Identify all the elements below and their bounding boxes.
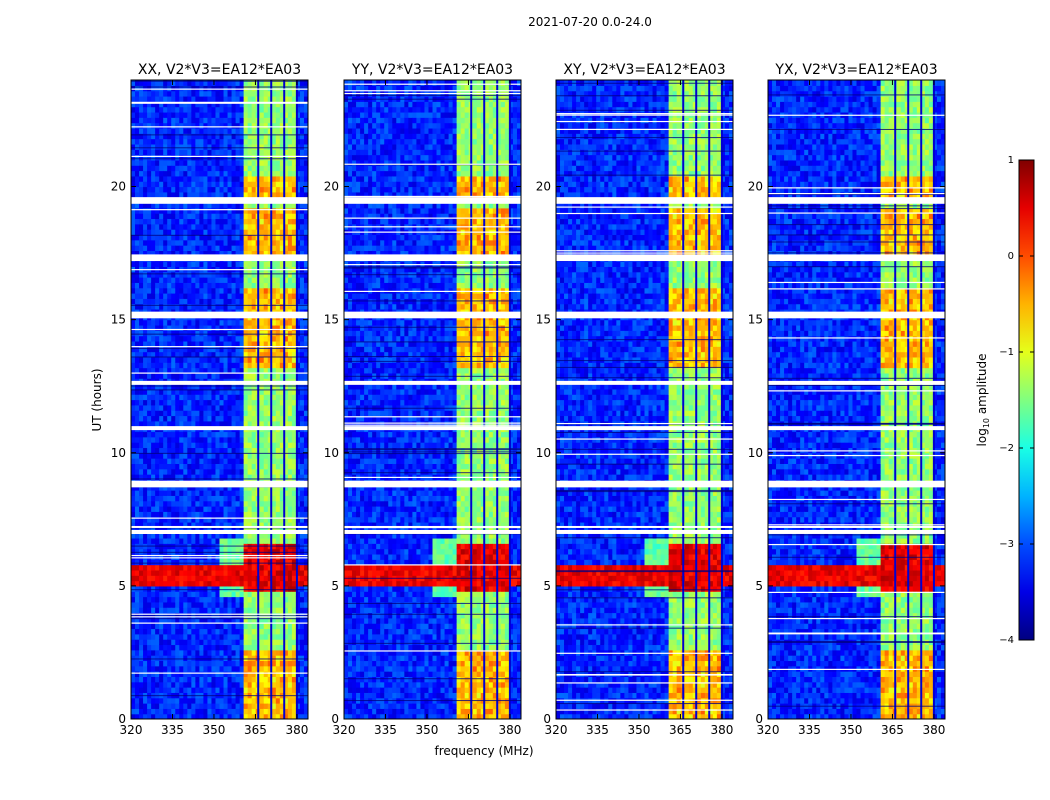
y-tick-label: 0 — [118, 712, 126, 726]
colorbar-tick-label: −2 — [999, 443, 1014, 454]
figure-title: 2021-07-20 0.0-24.0 — [528, 15, 652, 29]
panel-title: XX, V2*V3=EA12*EA03 — [138, 62, 301, 78]
colorbar-tick-label: 0 — [1008, 251, 1014, 262]
y-tick-label: 10 — [324, 446, 339, 460]
colorbar-tick-label: −1 — [999, 347, 1014, 358]
panel-yx: YX, V2*V3=EA12*EA03 320 335 350 365 380 0 5 10 15… — [748, 62, 946, 737]
panel-heatmap — [768, 80, 945, 719]
y-tick-label: 10 — [111, 446, 126, 460]
x-tick-label: 365 — [881, 723, 904, 737]
y-tick-label: 10 — [748, 446, 763, 460]
x-tick-label: 320 — [120, 723, 143, 737]
y-tick-label: 15 — [536, 313, 551, 327]
colorbar-tick-label: −3 — [999, 539, 1014, 550]
x-tick-label: 380 — [710, 723, 733, 737]
y-tick-label: 15 — [111, 313, 126, 327]
y-tick-label: 15 — [748, 313, 763, 327]
panel-frame — [767, 79, 946, 720]
y-tick-label: 20 — [111, 180, 126, 194]
x-tick-label: 335 — [374, 723, 397, 737]
x-tick-label: 335 — [798, 723, 821, 737]
colorbar-label: log10 amplitude — [975, 354, 991, 447]
panel-heatmap — [131, 80, 308, 719]
colorbar-gradient — [1018, 159, 1035, 641]
panel-xx: XX, V2*V3=EA12*EA03 320 335 350 365 380 0 5 10 15… — [111, 62, 309, 737]
x-tick-label: 365 — [669, 723, 692, 737]
y-tick-label: 20 — [324, 180, 339, 194]
x-tick-label: 365 — [457, 723, 480, 737]
y-tick-label: 0 — [331, 712, 339, 726]
y-tick-label: 0 — [755, 712, 763, 726]
y-tick-label: 5 — [118, 579, 126, 593]
x-tick-label: 320 — [333, 723, 356, 737]
x-tick-label: 380 — [498, 723, 521, 737]
colorbar-tick-label: 1 — [1008, 155, 1014, 166]
x-tick-label: 380 — [285, 723, 308, 737]
panel-heatmap — [556, 80, 733, 719]
y-tick-label: 10 — [536, 446, 551, 460]
x-tick-label: 320 — [545, 723, 568, 737]
x-tick-label: 350 — [840, 723, 863, 737]
x-tick-label: 350 — [628, 723, 651, 737]
panel-yy: YY, V2*V3=EA12*EA03 320 335 350 365 380 0 5 10 15… — [324, 62, 522, 737]
y-tick-label: 20 — [748, 180, 763, 194]
colorbar: −4 −3 −2 −1 0 1 log10 amplitude — [975, 155, 1035, 646]
panels: XX, V2*V3=EA12*EA03 320 335 350 365 380 0 5 10 15… — [111, 62, 946, 737]
panel-xy: XY, V2*V3=EA12*EA03 320 335 350 365 380 0 5 10 15… — [536, 62, 734, 737]
x-tick-label: 335 — [161, 723, 184, 737]
y-tick-label: 5 — [543, 579, 551, 593]
y-tick-label: 15 — [324, 313, 339, 327]
x-tick-label: 320 — [757, 723, 780, 737]
y-axis-label: UT (hours) — [90, 368, 104, 431]
y-tick-label: 20 — [536, 180, 551, 194]
y-tick-label: 5 — [755, 579, 763, 593]
y-tick-label: 5 — [331, 579, 339, 593]
x-tick-label: 350 — [416, 723, 439, 737]
panel-heatmap — [344, 80, 521, 719]
y-tick-label: 0 — [543, 712, 551, 726]
panel-frame — [130, 79, 309, 720]
panel-frame — [343, 79, 522, 720]
colorbar-tick-label: −4 — [999, 635, 1014, 646]
panel-frame — [555, 79, 734, 720]
panel-title: YY, V2*V3=EA12*EA03 — [351, 62, 513, 78]
panel-title: XY, V2*V3=EA12*EA03 — [563, 62, 725, 78]
x-axis-label: frequency (MHz) — [434, 744, 533, 758]
x-tick-label: 335 — [586, 723, 609, 737]
panel-title: YX, V2*V3=EA12*EA03 — [774, 62, 937, 78]
x-tick-label: 350 — [203, 723, 226, 737]
x-tick-label: 365 — [244, 723, 267, 737]
x-tick-label: 380 — [922, 723, 945, 737]
